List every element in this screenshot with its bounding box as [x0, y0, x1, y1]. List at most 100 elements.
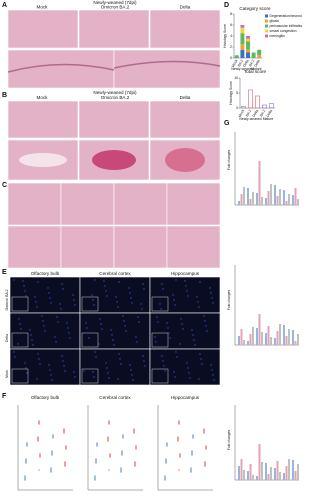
dot: [205, 447, 207, 449]
dot: [25, 460, 27, 462]
dot: [96, 445, 98, 447]
dot: [37, 437, 39, 439]
nucleus: [61, 283, 63, 285]
nucleus: [20, 328, 22, 330]
image: [113, 225, 168, 269]
nucleus: [163, 365, 165, 367]
dot: [25, 459, 27, 461]
dot: [94, 477, 96, 479]
bar-segment: [246, 49, 250, 53]
nucleus: [94, 351, 96, 353]
dot: [203, 431, 205, 433]
nucleus: [59, 303, 61, 305]
dot: [50, 469, 52, 471]
nucleus: [135, 336, 137, 338]
nucleus: [49, 369, 51, 371]
dot: [164, 476, 166, 478]
bar: [252, 327, 254, 345]
nucleus: [24, 290, 26, 292]
dot: [204, 462, 206, 464]
dot: [121, 454, 123, 456]
image: [149, 348, 221, 386]
dot: [190, 468, 192, 470]
nucleus: [125, 330, 127, 332]
dot: [165, 458, 167, 460]
dot: [133, 428, 135, 430]
dot: [51, 454, 53, 456]
nucleus: [129, 292, 131, 294]
nucleus: [156, 316, 158, 318]
nucleus: [206, 330, 208, 332]
image: [9, 348, 81, 386]
y-tick-label: 4: [230, 34, 232, 38]
legend-swatch: [265, 24, 268, 28]
dot: [109, 454, 111, 456]
nucleus: [31, 339, 33, 341]
nucleus: [213, 379, 215, 381]
figure: A Newly-weaned (7dpi) Mock Omicron BA.2 …: [2, 0, 302, 491]
dot: [38, 423, 40, 425]
nucleus: [74, 376, 76, 378]
dot: [26, 445, 28, 447]
dot: [52, 435, 54, 437]
legend-swatch: [265, 34, 268, 38]
bar: [285, 336, 288, 345]
nucleus: [118, 281, 120, 283]
nucleus: [203, 315, 205, 317]
dot: [63, 430, 65, 432]
bar: [283, 190, 285, 205]
dot: [38, 421, 40, 423]
nucleus: [85, 322, 87, 324]
dot: [37, 439, 39, 441]
nucleus: [212, 302, 214, 304]
dot: [122, 434, 124, 436]
nucleus: [92, 371, 94, 373]
nucleus: [72, 294, 74, 296]
nucleus: [141, 308, 143, 310]
nucleus: [160, 308, 162, 310]
nucleus: [64, 370, 66, 372]
dot: [179, 453, 181, 455]
x-tick-label: Delta: [266, 109, 273, 118]
bar: [288, 194, 290, 205]
bar: [240, 329, 243, 345]
bar: [252, 475, 254, 480]
nucleus: [19, 323, 21, 325]
dot: [25, 461, 27, 463]
row-label: Delta: [5, 334, 9, 342]
bar: [258, 314, 261, 345]
dot: [165, 462, 167, 464]
nucleus: [69, 337, 71, 339]
bar: [256, 328, 258, 345]
nucleus: [62, 288, 64, 290]
dot: [122, 435, 124, 437]
nucleus: [144, 365, 146, 367]
nucleus: [13, 279, 15, 281]
chart-title: Category score: [239, 6, 271, 11]
nucleus: [194, 344, 196, 346]
panel-label: C: [2, 182, 7, 189]
vessel: [165, 148, 205, 172]
nucleus: [88, 337, 90, 339]
dot: [178, 422, 180, 424]
dot: [63, 428, 65, 430]
dot: [204, 461, 206, 463]
bar: [276, 461, 279, 480]
axis-label: Fold changes: [227, 290, 231, 311]
nucleus: [37, 353, 39, 355]
nucleus: [210, 364, 212, 366]
nucleus: [104, 285, 106, 287]
dot: [164, 475, 166, 477]
dot: [205, 446, 207, 448]
nucleus: [173, 371, 175, 373]
x-tick-label: Delta: [242, 59, 249, 68]
nucleus: [209, 287, 211, 289]
x-tick-label: BA.2: [245, 109, 252, 117]
dot: [120, 468, 122, 470]
nucleus: [212, 374, 214, 376]
bar: [288, 459, 290, 480]
nucleus: [95, 356, 97, 358]
bar: [243, 470, 245, 480]
inset: [81, 368, 99, 384]
image: [113, 49, 221, 89]
